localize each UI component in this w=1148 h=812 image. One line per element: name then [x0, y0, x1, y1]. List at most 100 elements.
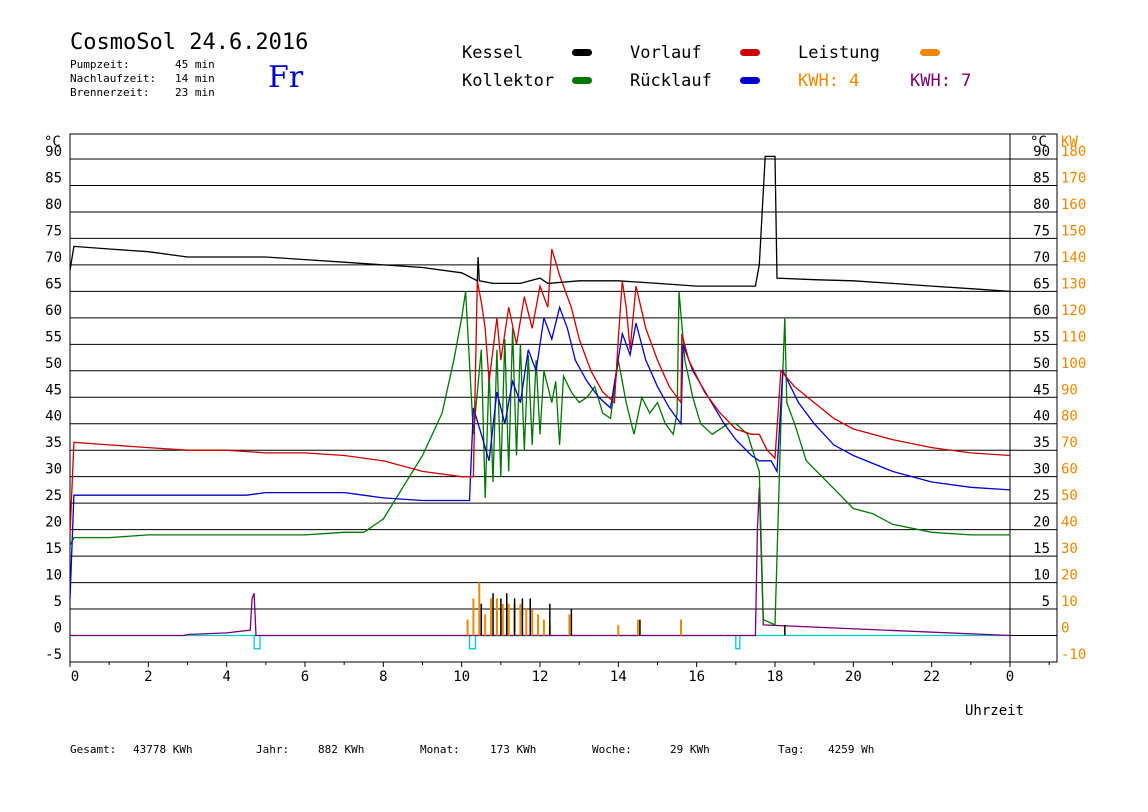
y-tick-right-power: 120	[1061, 303, 1086, 319]
series-line-vorlauf	[69, 248, 1011, 535]
pumpzeit-value: 45 min	[175, 58, 215, 71]
legend-kessel-label: Kessel	[462, 43, 524, 63]
y-tick-left: 30	[45, 462, 62, 478]
y-tick-right-temp: 90	[1033, 144, 1050, 160]
y-tick-right-temp: 20	[1033, 515, 1050, 531]
y-tick-right-power: 30	[1061, 541, 1078, 557]
y-axis-label-left: °C	[44, 134, 61, 150]
y-tick-right-temp: 50	[1033, 356, 1050, 372]
y-tick-left: 85	[45, 170, 62, 186]
y-tick-right-power: 110	[1061, 329, 1086, 345]
y-tick-right-temp: 75	[1033, 223, 1050, 239]
x-tick-label: 16	[688, 669, 705, 685]
x-tick-label: 4	[222, 669, 230, 685]
x-tick-label: 22	[923, 669, 940, 685]
brennerzeit-label: Brennerzeit:	[70, 86, 150, 99]
x-tick-label: 0	[71, 669, 79, 685]
y-tick-left: 5	[54, 594, 62, 610]
y-tick-left: 50	[45, 356, 62, 372]
legend-vorlauf-swatch	[740, 49, 760, 56]
gesamt-label: Gesamt:	[70, 743, 117, 756]
legend-kwh2-label: KWH: 7	[910, 71, 972, 91]
y-tick-right-temp: 10	[1033, 568, 1050, 584]
y-tick-right-power: 50	[1061, 488, 1078, 504]
y-tick-left: 40	[45, 409, 62, 425]
y-tick-right-power: 170	[1061, 170, 1086, 186]
y-tick-right-power: 160	[1061, 197, 1086, 213]
y-tick-left: 75	[45, 223, 62, 239]
y-tick-right-power: 20	[1061, 568, 1078, 584]
x-tick-label: 12	[532, 669, 549, 685]
brennerzeit-value: 23 min	[175, 86, 215, 99]
x-axis-label: Uhrzeit	[965, 703, 1024, 719]
series-line-brenner	[70, 634, 1010, 650]
jahr-label: Jahr:	[256, 743, 290, 756]
monat-value: 173 KWh	[490, 743, 537, 756]
y-tick-right-temp: 5	[1042, 594, 1050, 610]
y-tick-right-power: 180	[1061, 144, 1086, 160]
y-tick-right-power: 70	[1061, 435, 1078, 451]
y-tick-left: 45	[45, 382, 62, 398]
y-tick-right-temp: 55	[1033, 329, 1050, 345]
y-tick-left: 55	[45, 329, 62, 345]
legend-leistung-label: Leistung	[798, 43, 880, 63]
y-tick-left: 10	[45, 568, 62, 584]
y-tick-left: 70	[45, 250, 62, 266]
y-tick-right-temp: 80	[1033, 197, 1050, 213]
y-tick-right-temp: 15	[1033, 541, 1050, 557]
y-tick-right-power: 0	[1061, 621, 1069, 637]
y-tick-left: 25	[45, 488, 62, 504]
y-tick-right-power: 10	[1061, 594, 1078, 610]
legend-kessel-swatch	[572, 49, 592, 56]
legend-leistung-swatch	[920, 49, 940, 56]
y-tick-left: 20	[45, 515, 62, 531]
y-tick-right-temp: 65	[1033, 276, 1050, 292]
weekday-label: Fr	[268, 60, 304, 95]
y-tick-right-temp: 70	[1033, 250, 1050, 266]
y-tick-left: 15	[45, 541, 62, 557]
series-line-kessel	[69, 155, 1011, 293]
y-tick-left: 0	[54, 621, 62, 637]
y-tick-right-power: 100	[1061, 356, 1086, 372]
legend-kwh1-label: KWH: 4	[798, 71, 860, 91]
y-tick-left: 90	[45, 144, 62, 160]
y-tick-right-temp: 25	[1033, 488, 1050, 504]
monat-label: Monat:	[420, 743, 460, 756]
y-tick-right-power: 80	[1061, 409, 1078, 425]
jahr-value: 882 KWh	[318, 743, 365, 756]
x-tick-label: 18	[767, 669, 784, 685]
x-tick-label: 8	[379, 669, 387, 685]
x-tick-label: 0	[1006, 669, 1014, 685]
y-tick-right-temp: 35	[1033, 435, 1050, 451]
legend-ruecklauf-swatch	[740, 77, 760, 84]
gesamt-value: 43778 KWh	[133, 743, 193, 756]
y-tick-left: 35	[45, 435, 62, 451]
legend-ruecklauf-label: Rücklauf	[630, 71, 712, 91]
y-tick-right-temp: 60	[1033, 303, 1050, 319]
y-tick-left: 60	[45, 303, 62, 319]
y-tick-right-temp: 85	[1033, 170, 1050, 186]
y-tick-right-temp: 40	[1033, 409, 1050, 425]
legend-kollektor-label: Kollektor	[462, 71, 555, 91]
x-tick-label: 20	[845, 669, 862, 685]
legend-vorlauf-label: Vorlauf	[630, 43, 702, 63]
y-tick-right-power: 140	[1061, 250, 1086, 266]
y-tick-right-power: 130	[1061, 276, 1086, 292]
y-tick-right-power: 150	[1061, 223, 1086, 239]
y-tick-left: -5	[45, 647, 62, 663]
y-tick-right-power: 60	[1061, 462, 1078, 478]
chart-title: CosmoSol 24.6.2016	[70, 30, 309, 55]
woche-value: 29 KWh	[670, 743, 710, 756]
x-tick-label: 10	[453, 669, 470, 685]
y-tick-left: 80	[45, 197, 62, 213]
woche-label: Woche:	[592, 743, 632, 756]
series-line-ruecklauf	[69, 305, 1011, 599]
series-line-kollektor	[69, 291, 1010, 626]
tag-label: Tag:	[778, 743, 805, 756]
nachlaufzeit-label: Nachlaufzeit:	[70, 72, 157, 85]
y-tick-right-power: 90	[1061, 382, 1078, 398]
y-tick-left: 65	[45, 276, 62, 292]
legend-kollektor-swatch	[572, 77, 592, 84]
y-tick-right-power: 40	[1061, 515, 1078, 531]
